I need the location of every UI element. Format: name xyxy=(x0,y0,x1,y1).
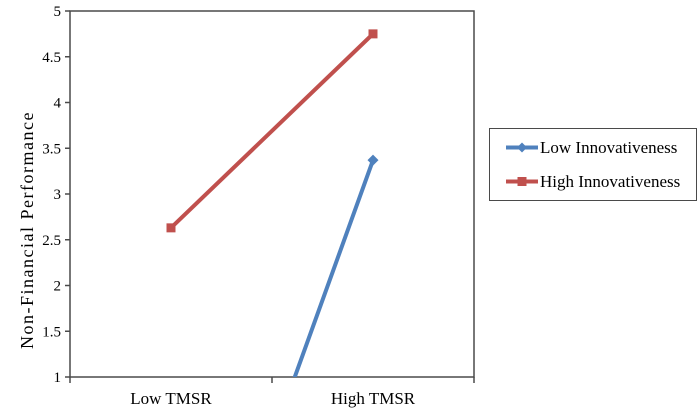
plot-area: 1 1.5 2 2.5 3 3.5 4 4.5 5 Low TMSR High TMSR xyxy=(42,4,475,408)
y-tick-label: 1 xyxy=(54,370,62,386)
y-tick-label: 4.5 xyxy=(42,50,61,66)
series-line-high-innovativeness xyxy=(169,32,375,230)
y-tick-label: 3 xyxy=(54,187,62,203)
y-tick-label: 1.5 xyxy=(42,324,61,340)
y-axis-title: Non-Financial Performance xyxy=(17,111,37,349)
legend-label-low-innovativeness: Low Innovativeness xyxy=(540,138,678,157)
chart-canvas: Non-Financial Performance 1 1.5 2 2.5 3 3.5 4 4… xyxy=(17,4,475,408)
legend-sample-line-diamond-icon xyxy=(506,142,538,153)
y-tick-label: 2 xyxy=(54,279,62,295)
legend-label-high-innovativeness: High Innovativeness xyxy=(540,172,681,191)
x-category-label: Low TMSR xyxy=(130,389,212,408)
series-line-low-innovativeness xyxy=(292,159,375,377)
data-point-marker-square xyxy=(166,223,176,233)
legend-item-high-innovativeness: High Innovativeness xyxy=(505,172,696,192)
x-category-label: High TMSR xyxy=(331,389,416,408)
data-point-marker-diamond xyxy=(367,154,379,166)
legend: Low Innovativeness High Innovativeness xyxy=(489,128,697,201)
legend-sample-line-square-icon xyxy=(506,177,538,186)
data-point-marker-square xyxy=(368,29,378,39)
y-tick-label: 2.5 xyxy=(42,233,61,249)
y-tick-label: 4 xyxy=(54,96,62,112)
plot-border xyxy=(69,10,475,378)
y-tick-label: 3.5 xyxy=(42,141,61,157)
y-tick-label: 5 xyxy=(54,4,62,20)
legend-item-low-innovativeness: Low Innovativeness xyxy=(505,138,696,158)
